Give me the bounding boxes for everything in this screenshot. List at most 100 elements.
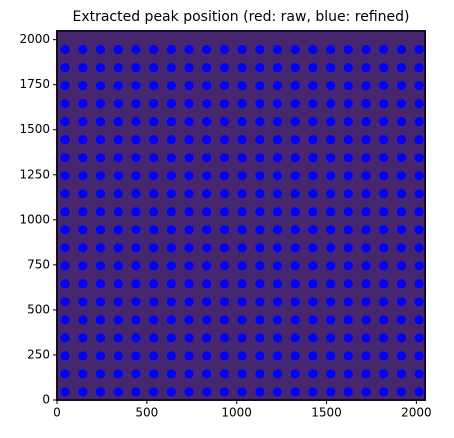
point	[272, 207, 283, 217]
point	[237, 117, 247, 127]
point	[361, 80, 371, 91]
point	[219, 315, 230, 325]
point	[237, 333, 247, 343]
point	[202, 369, 212, 379]
point	[414, 279, 424, 289]
point	[131, 135, 141, 145]
point	[113, 171, 123, 181]
point	[219, 243, 230, 253]
point	[113, 80, 123, 91]
point	[95, 153, 106, 163]
point	[255, 62, 265, 73]
point	[361, 297, 371, 307]
point	[149, 351, 159, 361]
point	[379, 333, 389, 343]
point	[237, 297, 247, 307]
point	[290, 351, 300, 361]
point	[131, 225, 141, 235]
point	[202, 225, 212, 235]
point	[379, 153, 389, 163]
point	[149, 44, 159, 55]
point	[272, 387, 283, 397]
point	[361, 315, 371, 325]
point	[219, 351, 230, 361]
y-tick-label: 2000	[19, 32, 50, 46]
point	[219, 117, 230, 127]
point	[255, 387, 265, 397]
point	[396, 243, 407, 253]
point	[379, 80, 389, 91]
point	[202, 80, 212, 91]
point	[237, 387, 247, 397]
point	[184, 297, 194, 307]
point	[219, 297, 230, 307]
point	[202, 261, 212, 271]
point	[326, 261, 336, 271]
point	[166, 80, 176, 91]
point	[308, 333, 318, 343]
point	[166, 135, 176, 145]
point	[361, 207, 371, 217]
point	[131, 333, 141, 343]
point	[414, 315, 424, 325]
point	[219, 62, 230, 73]
chart-title: Extracted peak position (red: raw, blue:…	[72, 9, 409, 25]
point	[202, 62, 212, 73]
point	[78, 189, 88, 199]
point	[237, 189, 247, 199]
point	[113, 315, 123, 325]
point	[326, 315, 336, 325]
point	[60, 261, 70, 271]
point	[202, 171, 212, 181]
point	[60, 62, 70, 73]
point	[166, 369, 176, 379]
point	[290, 243, 300, 253]
point	[343, 62, 353, 73]
point	[184, 207, 194, 217]
point	[290, 62, 300, 73]
point	[166, 207, 176, 217]
point	[184, 171, 194, 181]
point	[290, 369, 300, 379]
point	[361, 279, 371, 289]
point	[237, 243, 247, 253]
point	[396, 99, 407, 109]
x-tick-label: 1500	[311, 406, 342, 420]
point	[290, 297, 300, 307]
point	[237, 261, 247, 271]
point	[184, 315, 194, 325]
point	[219, 369, 230, 379]
point	[95, 387, 106, 397]
point	[343, 261, 353, 271]
point	[78, 171, 88, 181]
point	[290, 80, 300, 91]
point	[326, 207, 336, 217]
point	[95, 117, 106, 127]
point	[113, 279, 123, 289]
point	[414, 135, 424, 145]
point	[308, 261, 318, 271]
point	[361, 171, 371, 181]
point	[166, 279, 176, 289]
point	[326, 153, 336, 163]
point	[78, 279, 88, 289]
point	[414, 351, 424, 361]
point	[237, 44, 247, 55]
point	[78, 225, 88, 235]
point	[237, 99, 247, 109]
point	[414, 243, 424, 253]
point	[95, 369, 106, 379]
point	[202, 243, 212, 253]
point	[290, 44, 300, 55]
point	[113, 225, 123, 235]
point	[361, 333, 371, 343]
point	[184, 99, 194, 109]
point	[290, 171, 300, 181]
point	[95, 80, 106, 91]
point	[149, 387, 159, 397]
point	[272, 153, 283, 163]
point	[113, 44, 123, 55]
point	[308, 225, 318, 235]
point	[166, 117, 176, 127]
point	[113, 189, 123, 199]
